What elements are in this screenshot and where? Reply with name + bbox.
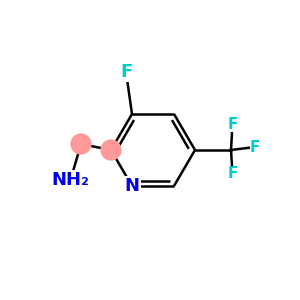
Circle shape bbox=[71, 134, 91, 154]
Text: F: F bbox=[227, 117, 238, 132]
Text: F: F bbox=[227, 167, 238, 182]
Text: F: F bbox=[120, 63, 132, 81]
Text: NH₂: NH₂ bbox=[52, 171, 89, 189]
Circle shape bbox=[101, 140, 121, 160]
Text: F: F bbox=[250, 140, 260, 154]
Text: N: N bbox=[124, 177, 140, 195]
